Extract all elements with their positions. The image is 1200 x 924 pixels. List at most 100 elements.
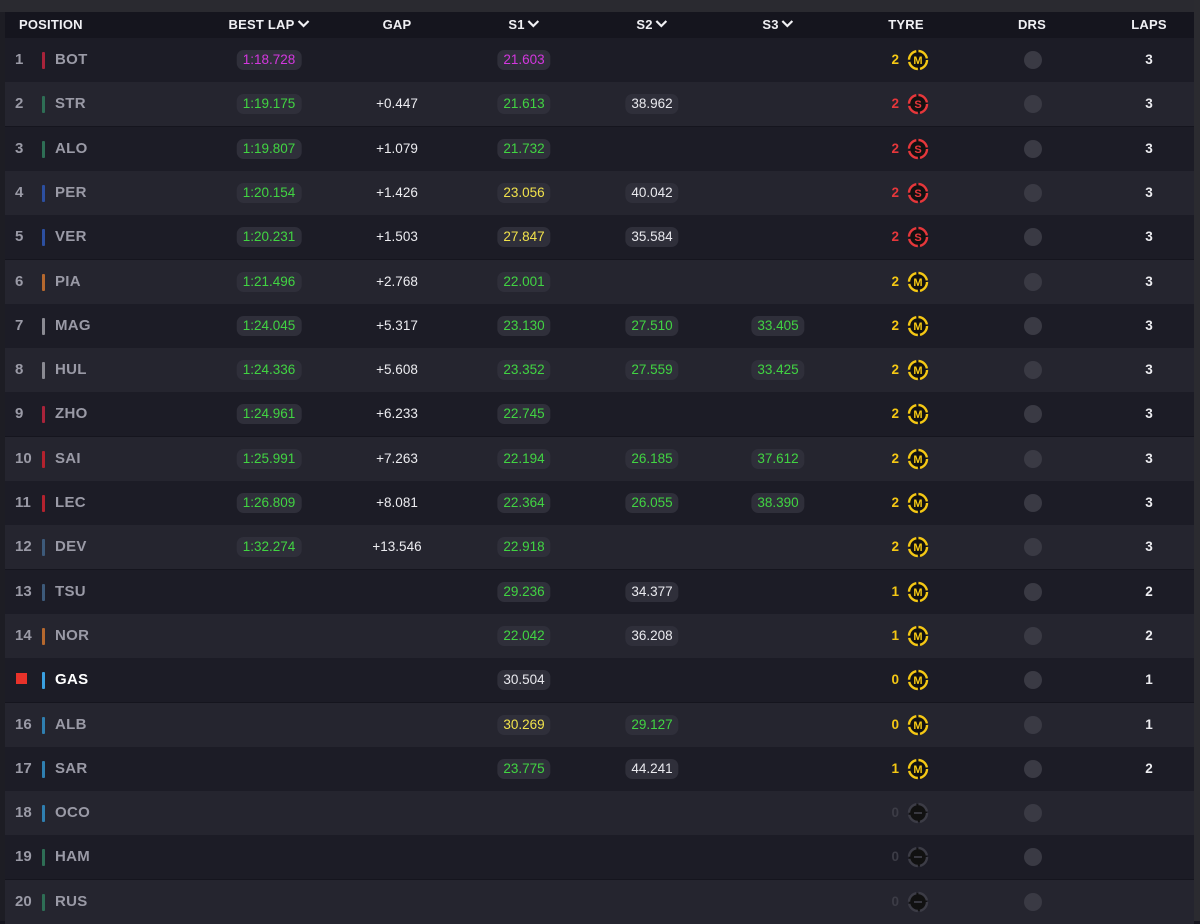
best-lap-time: 1:21.496: [236, 272, 302, 292]
sector-1-time: 30.269: [497, 715, 551, 735]
sector-1-time: 22.745: [497, 404, 551, 424]
table-row[interactable]: 17 SAR 23.775 44.241 1 M 2: [5, 747, 1194, 791]
driver-code[interactable]: LEC: [55, 494, 86, 511]
table-row[interactable]: 3 ALO 1:19.807 +1.079 21.732 2 S 3: [5, 127, 1194, 171]
table-row[interactable]: 13 TSU 29.236 34.377 1 M 2: [5, 570, 1194, 614]
driver-code[interactable]: ALB: [55, 716, 87, 733]
gap-value: +5.317: [376, 318, 418, 333]
sector-3-time: 33.425: [751, 360, 805, 380]
svg-text:S: S: [914, 188, 921, 200]
svg-text:M: M: [913, 409, 922, 421]
gap-value: +1.079: [376, 141, 418, 156]
driver-code[interactable]: GAS: [55, 671, 89, 688]
driver-code[interactable]: TSU: [55, 583, 86, 600]
driver-code[interactable]: PER: [55, 184, 87, 201]
driver-code[interactable]: STR: [55, 95, 86, 112]
drs-indicator: [1024, 760, 1042, 778]
table-row[interactable]: 6 PIA 1:21.496 +2.768 22.001 2 M 3: [5, 260, 1194, 304]
driver-code[interactable]: RUS: [55, 893, 88, 910]
tyre-age: 2: [891, 96, 899, 111]
header-s1[interactable]: S1: [508, 12, 540, 38]
position-number: 11: [15, 494, 31, 511]
svg-text:S: S: [914, 99, 921, 111]
header-s3[interactable]: S3: [762, 12, 794, 38]
gap-value: +0.447: [376, 96, 418, 111]
table-row[interactable]: 18 OCO 0: [5, 791, 1194, 835]
header-drs[interactable]: DRS: [1017, 17, 1047, 32]
position-number: 10: [15, 450, 32, 467]
team-color-bar: [42, 539, 45, 556]
laps-count: 3: [1145, 274, 1153, 289]
sector-1-time: 30.504: [497, 670, 551, 690]
header-s2[interactable]: S2: [636, 12, 668, 38]
table-row[interactable]: 19 HAM 0: [5, 835, 1194, 879]
table-row[interactable]: 11 LEC 1:26.809 +8.081 22.364 26.055 38.390 2 M 3: [5, 481, 1194, 525]
svg-text:S: S: [914, 144, 921, 156]
table-row[interactable]: 8 HUL 1:24.336 +5.608 23.352 27.559 33.425 2 M 3: [5, 348, 1194, 392]
header-gap[interactable]: GAP: [382, 17, 412, 32]
table-row[interactable]: 12 DEV 1:32.274 +13.546 22.918 2 M 3: [5, 525, 1194, 569]
svg-text:M: M: [913, 720, 922, 732]
sector-1-time: 21.603: [497, 50, 551, 70]
sector-2-time: 38.962: [625, 94, 679, 114]
table-row[interactable]: GAS 30.504 0 M 1: [5, 658, 1194, 702]
table-row[interactable]: 9 ZHO 1:24.961 +6.233 22.745 2 M 3: [5, 392, 1194, 436]
driver-code[interactable]: PIA: [55, 273, 81, 290]
position-number: 20: [15, 893, 32, 910]
sector-1-time: 22.042: [497, 626, 551, 646]
team-color-bar: [42, 406, 45, 423]
driver-code[interactable]: ZHO: [55, 405, 88, 422]
tyre-age: 0: [891, 805, 899, 820]
driver-code[interactable]: BOT: [55, 51, 88, 68]
drs-indicator: [1024, 95, 1042, 113]
laps-count: 1: [1145, 717, 1153, 732]
driver-code[interactable]: SAR: [55, 760, 88, 777]
table-row[interactable]: 5 VER 1:20.231 +1.503 27.847 35.584 2 S 3: [5, 215, 1194, 259]
tyre-age: 2: [891, 229, 899, 244]
tyre-age: 2: [891, 451, 899, 466]
table-row[interactable]: 16 ALB 30.269 29.127 0 M 1: [5, 703, 1194, 747]
chevron-down-icon: [297, 20, 310, 28]
tyre-age: 2: [891, 185, 899, 200]
driver-code[interactable]: HAM: [55, 848, 91, 865]
laps-count: 3: [1145, 318, 1153, 333]
driver-code[interactable]: OCO: [55, 804, 91, 821]
driver-code[interactable]: ALO: [55, 140, 88, 157]
team-color-bar: [42, 141, 45, 158]
table-row[interactable]: 2 STR 1:19.175 +0.447 21.613 38.962 2 S 3: [5, 82, 1194, 126]
table-row[interactable]: 1 BOT 1:18.728 21.603 2 M 3: [5, 38, 1194, 82]
laps-count: 3: [1145, 141, 1153, 156]
team-color-bar: [42, 849, 45, 866]
position-number: 13: [15, 583, 32, 600]
sector-1-time: 29.236: [497, 582, 551, 602]
header-best-lap[interactable]: BEST LAP: [229, 12, 310, 38]
table-row[interactable]: 10 SAI 1:25.991 +7.263 22.194 26.185 37.612 2 M 3: [5, 437, 1194, 481]
header-laps[interactable]: LAPS: [1131, 17, 1167, 32]
team-color-bar: [42, 96, 45, 113]
svg-text:M: M: [913, 277, 922, 289]
scrollbar[interactable]: [1194, 0, 1200, 921]
driver-code[interactable]: VER: [55, 228, 87, 245]
table-row[interactable]: 14 NOR 22.042 36.208 1 M 2: [5, 614, 1194, 658]
chevron-down-icon: [781, 20, 794, 28]
tyre-age: 2: [891, 318, 899, 333]
team-color-bar: [42, 717, 45, 734]
driver-code[interactable]: DEV: [55, 538, 87, 555]
position-number: 9: [15, 405, 24, 422]
table-row[interactable]: 20 RUS 0: [5, 880, 1194, 924]
sector-2-time: 35.584: [625, 227, 679, 247]
drs-indicator: [1024, 450, 1042, 468]
sector-2-time: 34.377: [625, 582, 679, 602]
header-tyre[interactable]: TYRE: [888, 17, 924, 32]
driver-code[interactable]: NOR: [55, 627, 90, 644]
svg-text:M: M: [913, 321, 922, 333]
driver-code[interactable]: HUL: [55, 361, 87, 378]
drs-indicator: [1024, 804, 1042, 822]
header-position[interactable]: POSITION: [19, 17, 83, 32]
table-row[interactable]: 7 MAG 1:24.045 +5.317 23.130 27.510 33.405 2 M 3: [5, 304, 1194, 348]
driver-code[interactable]: MAG: [55, 317, 91, 334]
position-number: 8: [15, 361, 24, 378]
table-row[interactable]: 4 PER 1:20.154 +1.426 23.056 40.042 2 S 3: [5, 171, 1194, 215]
tyre-age: 2: [891, 274, 899, 289]
driver-code[interactable]: SAI: [55, 450, 81, 467]
